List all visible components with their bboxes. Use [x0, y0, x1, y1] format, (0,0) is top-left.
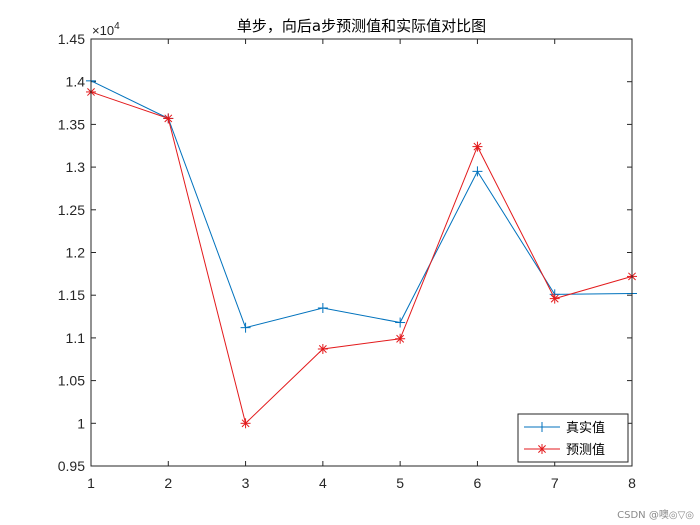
- legend-entry: 预测值: [524, 442, 605, 458]
- x-tick-label: 7: [551, 475, 559, 491]
- data-point: [472, 166, 483, 177]
- y-tick-label: 1.15: [58, 287, 85, 303]
- x-tick-label: 1: [87, 475, 95, 491]
- data-point: [472, 141, 483, 152]
- data-point: [240, 322, 251, 333]
- plot-area: [91, 39, 632, 466]
- x-tick-label: 4: [319, 475, 327, 491]
- watermark: CSDN @噢◎▽◎: [617, 510, 694, 521]
- x-tick-label: 3: [242, 475, 250, 491]
- axis-ticks: 1 2 3 4 5 6 7 80.9511.051.11.151.21.251.31.351.…: [58, 31, 636, 491]
- y-tick-label: 1.25: [58, 202, 85, 218]
- legend-marker: [537, 444, 547, 454]
- chart-title: 单步，向后a步预测值和实际值对比图: [237, 17, 486, 35]
- y-tick-label: 1: [77, 415, 85, 431]
- data-point: [395, 317, 406, 328]
- x-tick-label: 6: [474, 475, 482, 491]
- data-point: [163, 113, 174, 124]
- legend-entry: 真实值: [524, 420, 605, 436]
- y-tick-label: 1.35: [58, 116, 85, 132]
- x-tick-label: 2: [164, 475, 172, 491]
- x-tick-label: 8: [628, 475, 636, 491]
- y-tick-label: 1.05: [58, 373, 85, 389]
- data-point: [317, 303, 328, 314]
- y-tick-label: 1.1: [66, 330, 86, 346]
- series-line: [90, 91, 633, 425]
- y-tick-label: 1.45: [58, 31, 85, 47]
- legend-label: 预测值: [566, 442, 605, 458]
- data-point: [549, 293, 560, 304]
- data-point: [240, 418, 251, 429]
- y-tick-label: 1.2: [66, 245, 86, 261]
- y-tick-label: 1.3: [66, 159, 86, 175]
- y-tick-label: 1.4: [66, 74, 86, 90]
- y-tick-label: 0.95: [58, 458, 85, 474]
- axes-box: [90, 38, 633, 467]
- legend-marker: [537, 422, 547, 432]
- data-point: [317, 344, 328, 355]
- x-tick-label: 5: [396, 475, 404, 491]
- legend-label: 真实值: [566, 420, 605, 436]
- legend-box: [517, 413, 629, 463]
- y-axis-exponent: ×104: [92, 21, 120, 38]
- data-point: [395, 333, 406, 344]
